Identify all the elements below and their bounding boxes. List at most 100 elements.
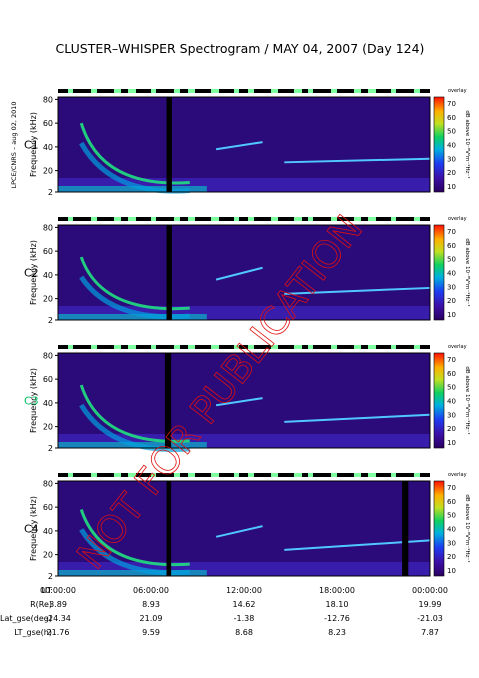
status-bar-segment — [234, 217, 239, 221]
orbit-cell: -12.76 — [324, 614, 350, 623]
y-tick-label: 80 — [43, 223, 53, 232]
status-bar-segment — [234, 89, 239, 93]
plasma-line — [215, 141, 263, 151]
status-bar-segment — [68, 217, 73, 221]
colorbar-tick-label: 40 — [447, 142, 456, 150]
status-bar-segment — [248, 89, 254, 93]
y-axis-label: Frequency (kHz) — [29, 112, 38, 177]
colorbar-tick-label: 30 — [447, 411, 456, 419]
status-bar-segment — [211, 473, 219, 477]
status-bar-segment — [91, 473, 97, 477]
plot-frame — [57, 352, 431, 449]
status-bar-segment — [128, 345, 136, 349]
status-bar-segment — [294, 473, 302, 477]
status-bar-segment — [188, 217, 195, 221]
status-bar-segment — [294, 217, 302, 221]
y-axis-label: Frequency (kHz) — [29, 240, 38, 305]
colorbar-tick-label: 40 — [447, 526, 456, 534]
plot-background — [58, 481, 430, 576]
status-bar-segment — [354, 345, 361, 349]
status-bar-segment — [68, 89, 73, 93]
colorbar-label: dB above 10⁻⁸V²m⁻²Hz⁻¹ — [464, 238, 471, 306]
orbit-cell: -1.38 — [234, 614, 255, 623]
status-bar-segment — [354, 89, 361, 93]
orbit-cell: 21.76 — [47, 628, 70, 637]
status-bar-segment — [174, 217, 180, 221]
orbit-cell: 21.09 — [140, 614, 163, 623]
status-bar-segment — [368, 473, 376, 477]
y-tick-label: 40 — [43, 527, 53, 536]
y-tick-label: 20 — [43, 167, 53, 176]
status-bar-segment — [91, 89, 97, 93]
status-bar-segment — [211, 217, 219, 221]
orbit-cell: 00:00:00 — [412, 586, 448, 595]
status-bar-segment — [211, 89, 219, 93]
plasma-line — [215, 397, 263, 407]
status-bar-segment — [308, 217, 313, 221]
y-tick-label: 40 — [43, 143, 53, 152]
credit-text: LPCE/CNRS – aug 02, 2010 — [10, 101, 18, 188]
colorbar-mode-label: overlay — [448, 344, 467, 350]
dispersive-emission-halo — [79, 275, 190, 320]
y-tick-label: 60 — [43, 247, 53, 256]
colorbar-tick-label: 20 — [447, 169, 456, 177]
y-tick-label: 2 — [48, 188, 53, 197]
colorbar-tick-label: 50 — [447, 128, 456, 136]
y-axis-label: Frequency (kHz) — [29, 368, 38, 433]
status-bar-segment — [331, 345, 337, 349]
colorbar — [433, 352, 445, 449]
colorbar-tick-label: 20 — [447, 297, 456, 305]
status-bar-segment — [128, 217, 136, 221]
orbit-row-label: LT_gse(h) — [14, 628, 52, 637]
status-bar-segment — [354, 217, 361, 221]
status-bar-segment — [271, 345, 278, 349]
orbit-cell: 00:00:00 — [40, 586, 76, 595]
dispersive-emission-halo — [79, 403, 190, 452]
status-bar-segment — [128, 89, 136, 93]
orbit-row-label: R(Re) — [30, 600, 52, 609]
status-bar-segment — [174, 89, 180, 93]
status-bar-segment — [151, 217, 156, 221]
y-tick-label: 80 — [43, 479, 53, 488]
orbit-cell: 8.93 — [142, 600, 160, 609]
status-bar-segment — [151, 345, 156, 349]
colorbar-tick-label: 70 — [447, 484, 456, 492]
status-bar-segment — [414, 89, 420, 93]
status-bar-segment — [391, 217, 396, 221]
orbit-cell: 8.68 — [235, 628, 253, 637]
status-bar-segment — [368, 89, 376, 93]
status-bar-segment — [234, 473, 239, 477]
y-tick-label: 2 — [48, 316, 53, 325]
y-tick-label: 40 — [43, 399, 53, 408]
status-bar-segment — [414, 217, 420, 221]
status-bar-segment — [114, 89, 121, 93]
colorbar-tick-label: 10 — [447, 439, 456, 447]
colorbar-tick-label: 30 — [447, 539, 456, 547]
status-bar-segment — [308, 473, 313, 477]
data-gap — [402, 481, 409, 576]
plot-frame — [57, 224, 431, 321]
low-frequency-enhancement — [58, 314, 207, 320]
colorbar-label: dB above 10⁻⁸V²m⁻²Hz⁻¹ — [464, 366, 471, 434]
status-bar-segment — [331, 473, 337, 477]
orbit-cell: 12:00:00 — [226, 586, 262, 595]
colorbar-tick-label: 50 — [447, 384, 456, 392]
status-bar-segment — [248, 345, 254, 349]
plot-frame — [57, 480, 431, 577]
colorbar-tick-label: 70 — [447, 356, 456, 364]
plasma-line — [284, 286, 431, 295]
status-bar-segment — [248, 217, 254, 221]
status-bar-segment — [271, 217, 278, 221]
orbit-cell: 18.10 — [326, 600, 349, 609]
orbit-cell: -21.03 — [417, 614, 443, 623]
panel-c4: 2 20 40 60 80 Frequency (kHz)C4 10 20 30 40 50 60 70… — [24, 472, 471, 581]
status-bar-segment — [174, 473, 180, 477]
status-bar-segment — [91, 217, 97, 221]
colorbar-tick-label: 40 — [447, 398, 456, 406]
colorbar-mode-label: overlay — [448, 472, 467, 478]
colorbar-tick-label: 60 — [447, 498, 456, 506]
colorbar-tick-label: 10 — [447, 311, 456, 319]
plasma-line — [284, 157, 431, 164]
